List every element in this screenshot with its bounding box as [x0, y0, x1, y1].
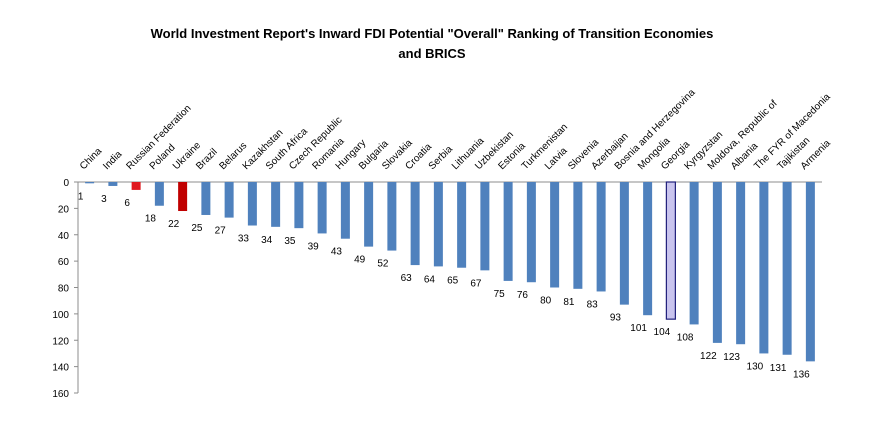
data-label: 52	[377, 259, 389, 270]
bar	[619, 182, 629, 305]
category-label: India	[101, 149, 124, 172]
data-label: 131	[770, 363, 787, 374]
bar	[108, 182, 118, 186]
data-label: 22	[168, 219, 180, 230]
bars	[85, 181, 815, 362]
bar	[224, 182, 234, 218]
data-label: 35	[284, 236, 296, 247]
bar	[689, 182, 699, 325]
bar	[480, 182, 490, 271]
data-label: 136	[793, 369, 810, 380]
bar	[782, 182, 792, 355]
data-label: 64	[424, 274, 436, 285]
data-label: 33	[238, 234, 250, 245]
data-label: 83	[587, 299, 599, 310]
bar	[317, 182, 327, 234]
data-label: 101	[630, 323, 647, 334]
data-label: 67	[470, 278, 482, 289]
bar	[665, 181, 676, 320]
bar	[131, 182, 141, 190]
data-label: 81	[563, 297, 575, 308]
bar	[271, 182, 281, 227]
bar	[201, 182, 211, 215]
bar	[573, 182, 583, 289]
bar	[805, 182, 815, 362]
data-label: 18	[145, 214, 157, 225]
y-tick-label: 40	[58, 231, 70, 242]
data-label: 27	[215, 226, 227, 237]
y-tick-label: 20	[58, 204, 70, 215]
bar	[759, 182, 769, 354]
y-tick-label: 80	[58, 284, 70, 295]
category-label: China	[78, 146, 105, 173]
y-tick-label: 60	[58, 257, 70, 268]
data-label: 49	[354, 255, 366, 266]
data-label: 104	[654, 327, 671, 338]
chart-title: World Investment Report's Inward FDI Pot…	[151, 26, 714, 61]
data-label: 1	[78, 191, 84, 202]
bar	[457, 182, 467, 268]
bar	[387, 182, 397, 251]
bar	[294, 182, 304, 229]
data-label: 123	[723, 352, 740, 363]
data-label: 63	[401, 273, 413, 284]
data-label: 6	[124, 198, 130, 209]
bar	[736, 182, 746, 345]
data-label: 80	[540, 296, 552, 307]
data-label: 39	[308, 241, 320, 252]
chart-title-line-1: World Investment Report's Inward FDI Pot…	[151, 26, 714, 41]
data-label: 108	[677, 332, 694, 343]
y-tick-label: 100	[52, 310, 69, 321]
bar	[178, 182, 188, 212]
data-label: 3	[101, 194, 107, 205]
bar	[712, 182, 722, 343]
data-label: 34	[261, 235, 273, 246]
bar	[364, 182, 374, 247]
chart-title-line-2: and BRICS	[398, 46, 466, 61]
bar	[526, 182, 536, 283]
data-label: 25	[191, 223, 203, 234]
bar	[643, 182, 653, 316]
data-label: 122	[700, 351, 717, 362]
y-tick-label: 160	[52, 389, 69, 400]
y-tick-label: 0	[63, 178, 69, 189]
data-label: 75	[494, 289, 506, 300]
bar	[433, 182, 443, 267]
y-tick-label: 120	[52, 336, 69, 347]
bar	[85, 182, 95, 184]
bar	[550, 182, 560, 288]
bar	[410, 182, 420, 266]
data-label: 65	[447, 276, 459, 287]
data-label: 130	[747, 361, 764, 372]
bar	[596, 182, 606, 292]
bar	[340, 182, 350, 239]
data-label: 43	[331, 247, 343, 258]
bar	[247, 182, 257, 226]
bar	[154, 182, 164, 206]
y-axis-ticks: 0 20 40 60 80 100 120 140 160	[52, 178, 78, 400]
y-tick-label: 140	[52, 363, 69, 374]
data-label: 76	[517, 290, 529, 301]
data-label: 93	[610, 313, 622, 324]
bar	[503, 182, 513, 281]
